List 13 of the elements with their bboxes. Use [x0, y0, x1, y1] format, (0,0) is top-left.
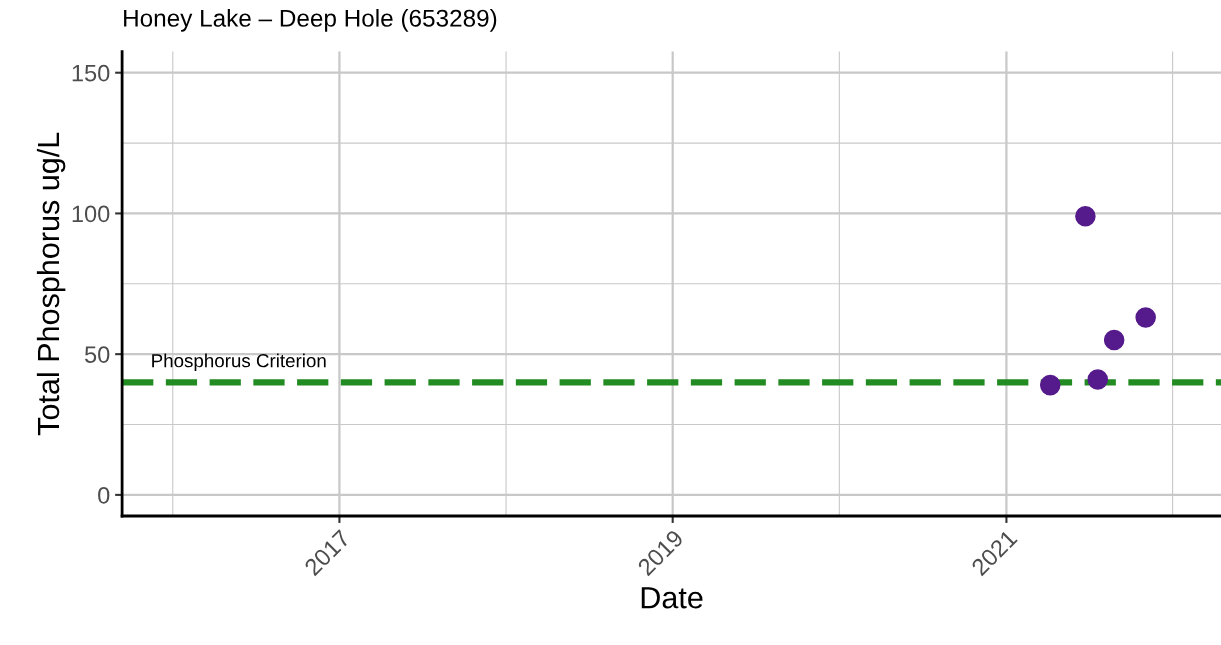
point [1103, 329, 1125, 351]
point [1087, 369, 1109, 390]
x-axis-title: Date [641, 587, 703, 609]
point [1039, 374, 1061, 396]
point [1135, 307, 1156, 328]
y-tick-label: 100 [72, 205, 110, 223]
y-axis-title: Total Phosphorus ug/L [36, 132, 66, 436]
point [1075, 205, 1096, 227]
ref-line-label: Phosphorus Criterion [152, 353, 326, 372]
y-tick-label: 50 [84, 346, 110, 363]
y-tick-label: 0 [98, 486, 110, 504]
chart-title: Honey Lake – Deep Hole (653289) [124, 8, 497, 32]
y-tick-label: 150 [72, 64, 110, 82]
